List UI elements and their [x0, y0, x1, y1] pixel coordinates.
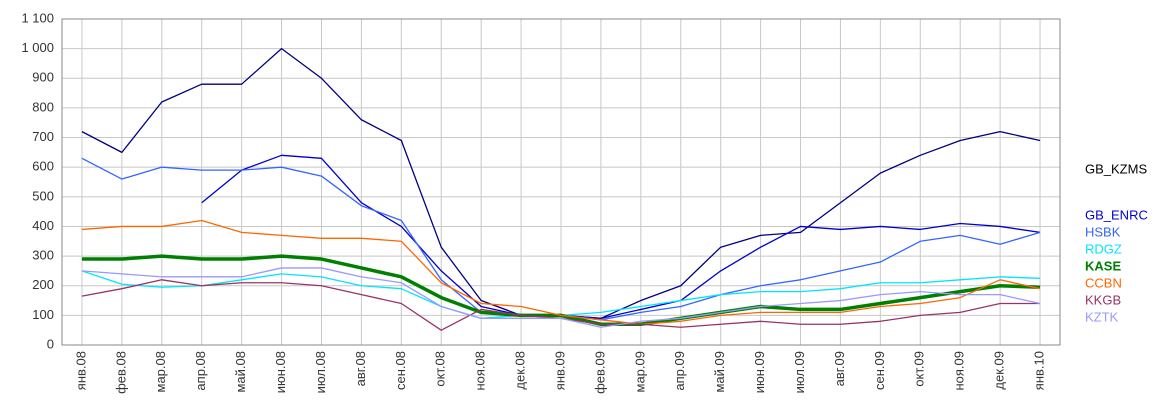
legend-label: CCBN — [1085, 275, 1122, 290]
legend-label: KKGB — [1085, 292, 1121, 307]
series-line — [201, 154, 1041, 319]
x-tick-label: сен.08 — [393, 351, 408, 390]
plot-border — [61, 18, 1061, 346]
x-tick-label: сен.09 — [872, 351, 887, 390]
x-tick-label: июн.08 — [273, 351, 288, 393]
x-tick-label: янв.09 — [552, 351, 567, 390]
x-tick-label: авг.08 — [353, 351, 368, 386]
y-tick-label: 600 — [32, 159, 54, 174]
x-tick-label: окт.08 — [433, 351, 448, 387]
legend-label: GB_ENRC — [1085, 207, 1148, 222]
legend-label: RDGZ — [1085, 241, 1122, 256]
y-tick-label: 200 — [32, 277, 54, 292]
x-tick-label: ноя.09 — [952, 351, 967, 391]
x-tick-label: ноя.08 — [473, 351, 488, 391]
y-tick-label: 1 100 — [21, 10, 54, 25]
x-tick-label: янв.10 — [1031, 351, 1046, 390]
x-tick-label: июн.09 — [752, 351, 767, 393]
legend-label: KASE — [1085, 258, 1121, 273]
y-tick-label: 700 — [32, 129, 54, 144]
series-line — [81, 267, 1041, 328]
x-tick-label: дек.08 — [513, 351, 528, 390]
x-tick-label: авг.09 — [832, 351, 847, 386]
y-tick-label: 300 — [32, 248, 54, 263]
y-tick-label: 800 — [32, 99, 54, 114]
y-tick-label: 0 — [47, 336, 54, 351]
x-tick-label: мар.09 — [632, 351, 647, 392]
y-tick-label: 400 — [32, 218, 54, 233]
x-tick-label: май.08 — [233, 351, 248, 393]
x-tick-label: июл.08 — [313, 351, 328, 393]
x-tick-label: июл.09 — [792, 351, 807, 393]
x-tick-label: апр.09 — [672, 351, 687, 391]
y-tick-label: 900 — [32, 70, 54, 85]
x-tick-label: янв.08 — [73, 351, 88, 390]
x-tick-label: окт.09 — [912, 351, 927, 387]
x-tick-label: май.09 — [712, 351, 727, 393]
x-tick-label: мар.08 — [153, 351, 168, 392]
y-tick-label: 1 000 — [21, 40, 54, 55]
x-tick-label: дек.09 — [992, 351, 1007, 390]
y-tick-label: 500 — [32, 188, 54, 203]
x-tick-label: фев.09 — [592, 351, 607, 394]
legend-label: HSBK — [1085, 224, 1121, 239]
legend-label: GB_KZMS — [1085, 161, 1147, 176]
y-tick-label: 100 — [32, 307, 54, 322]
legend-label: KZTK — [1085, 309, 1119, 324]
series-line — [81, 219, 1041, 325]
x-tick-label: апр.08 — [193, 351, 208, 391]
x-tick-label: фев.08 — [113, 351, 128, 394]
